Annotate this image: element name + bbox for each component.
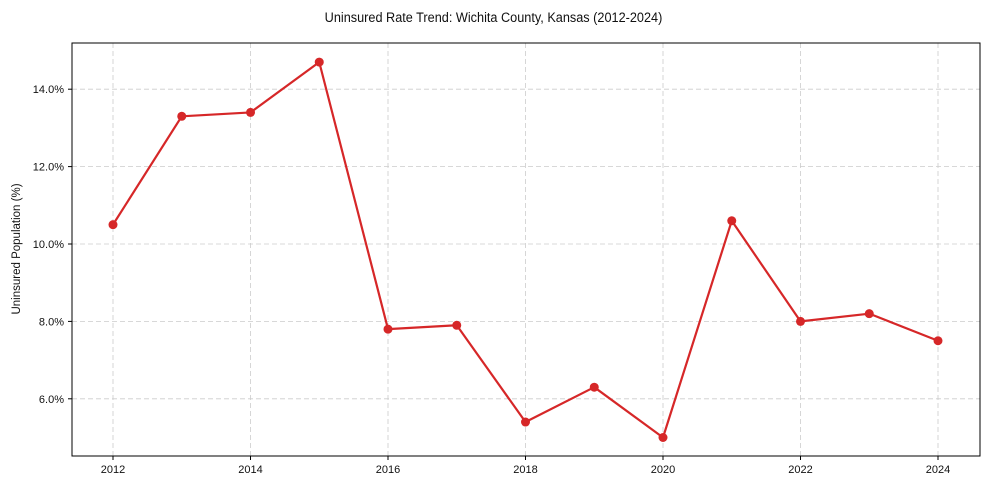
data-point <box>658 433 668 442</box>
grid-lines <box>72 43 980 456</box>
x-tick-label: 2018 <box>513 464 537 476</box>
data-series <box>108 57 943 442</box>
y-tick-label: 12.0% <box>33 162 64 174</box>
x-tick-label: 2022 <box>788 464 812 476</box>
chart-title: Uninsured Rate Trend: Wichita County, Ka… <box>324 10 663 25</box>
data-point <box>314 57 324 67</box>
y-tick-label: 6.0% <box>39 394 64 406</box>
x-tick-label: 2012 <box>101 464 125 476</box>
y-tick-label: 8.0% <box>39 316 64 328</box>
y-tick-label: 10.0% <box>33 239 64 251</box>
data-point <box>452 320 462 330</box>
plot-area <box>71 42 981 457</box>
data-point <box>933 336 943 346</box>
axes: 2012 2014 2016 2018 2020 2022 2024 6.0% 8.0% 10.0… <box>33 84 950 476</box>
data-point <box>246 107 255 117</box>
data-point <box>796 316 805 326</box>
data-point <box>383 324 393 334</box>
data-point <box>864 309 874 319</box>
data-point <box>177 111 187 121</box>
data-point <box>727 216 737 226</box>
y-tick-label: 14.0% <box>33 84 64 96</box>
x-tick-label: 2014 <box>238 464 262 476</box>
data-point <box>521 417 530 427</box>
x-tick-label: 2024 <box>926 464 950 476</box>
y-axis-label: Uninsured Population (%) <box>11 183 23 314</box>
x-tick-label: 2020 <box>651 464 675 476</box>
data-point <box>108 220 118 230</box>
x-tick-label: 2016 <box>376 464 400 476</box>
data-point <box>589 382 599 392</box>
